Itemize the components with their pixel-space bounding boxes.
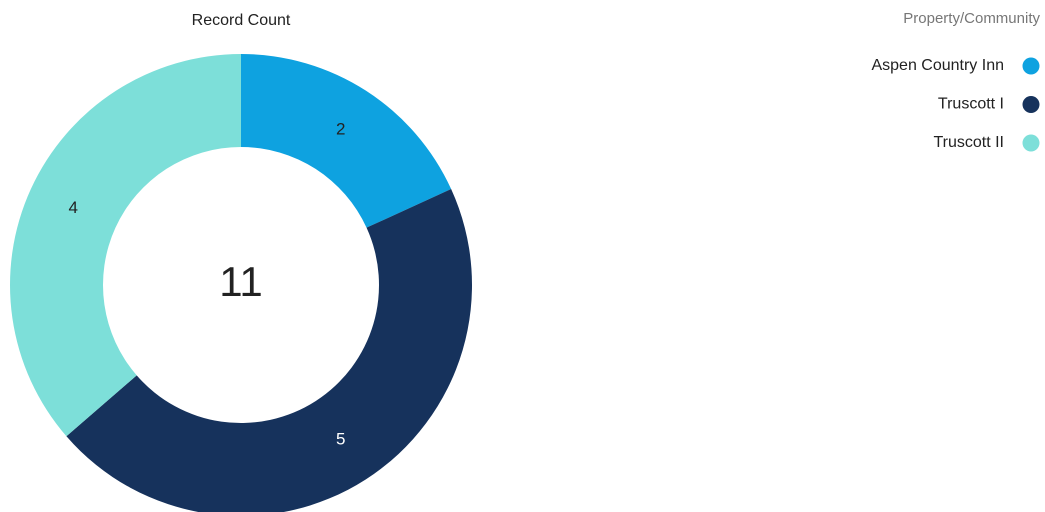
legend-swatch (1022, 96, 1040, 113)
donut-slice (66, 189, 472, 512)
legend-swatch (1022, 134, 1040, 152)
legend-label: Truscott I (938, 96, 1004, 113)
legend-label: Aspen Country Inn (871, 57, 1004, 74)
legend-title: Property/Community (903, 10, 1040, 27)
donut-slice (10, 54, 241, 437)
legend-swatch (1022, 57, 1040, 75)
data-label: 5 (336, 430, 345, 449)
chart-title: Record Count (192, 12, 291, 29)
center-total: 11 (219, 258, 263, 305)
legend-label: Truscott II (933, 134, 1004, 151)
data-label: 4 (68, 198, 77, 217)
data-label: 2 (336, 119, 345, 138)
donut-slice (241, 54, 452, 228)
